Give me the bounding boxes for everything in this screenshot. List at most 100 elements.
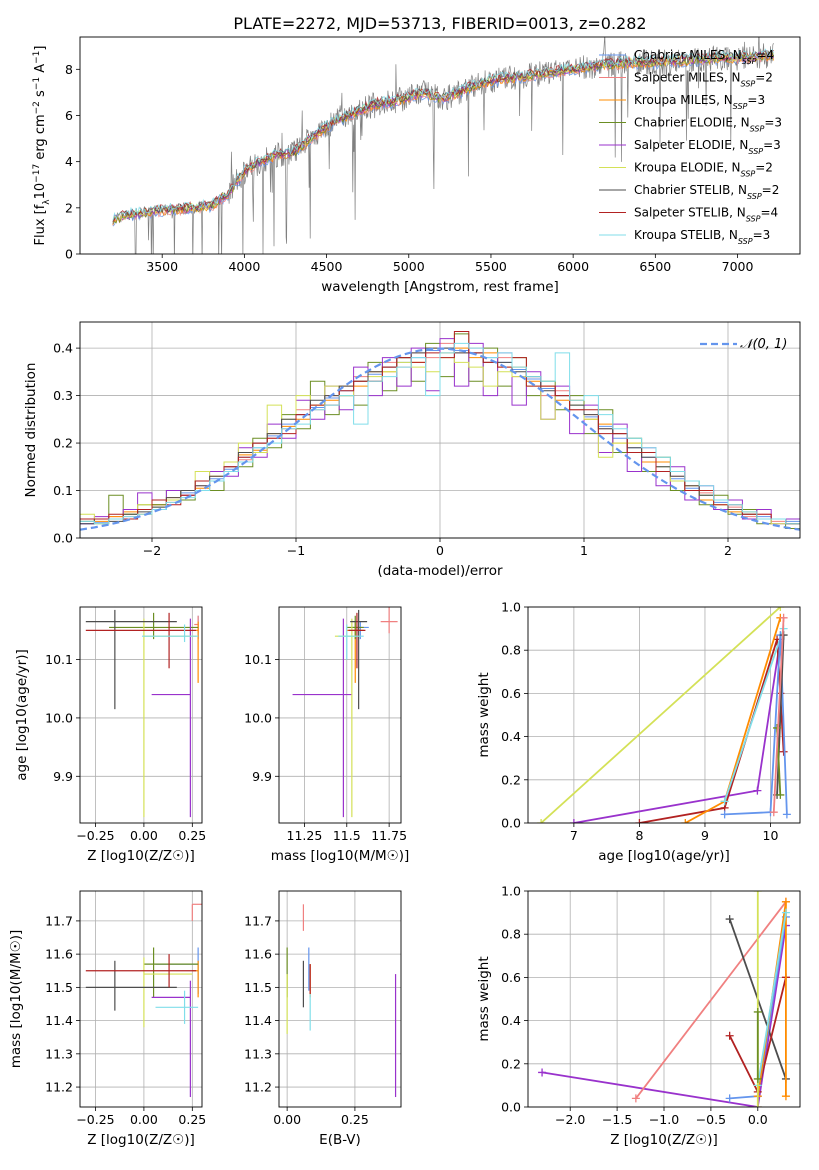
legend-ssp: SSP bbox=[741, 79, 756, 88]
weight-marker bbox=[753, 1103, 762, 1107]
age-vs-mass-xlabel: mass [log10(M/M☉)] bbox=[271, 848, 410, 864]
weight-marker bbox=[776, 607, 785, 611]
massweight-vs-z-frame bbox=[527, 890, 801, 1108]
ylabel-part: −1 bbox=[32, 77, 42, 90]
legend-nssp: 3 bbox=[774, 116, 782, 130]
y-tick-label: 0.6 bbox=[501, 686, 521, 701]
y-tick-label: 0.4 bbox=[501, 729, 521, 744]
y-tick-label: 11.2 bbox=[244, 1080, 272, 1095]
age-vs-z-xlabel: Z [log10(Z/Z☉)] bbox=[87, 848, 195, 864]
y-tick-label: 0.2 bbox=[501, 1056, 521, 1071]
x-tick-label: 6000 bbox=[557, 259, 589, 274]
x-tick-label: 0.00 bbox=[130, 828, 158, 843]
weight-marker bbox=[753, 786, 762, 795]
legend-n: , N bbox=[724, 71, 741, 85]
legend-ssp: SSP bbox=[748, 147, 763, 156]
age-vs-z-plot bbox=[85, 609, 199, 818]
weight-marker bbox=[781, 1092, 790, 1101]
x-tick-label: 2 bbox=[724, 543, 732, 558]
legend-nssp: 4 bbox=[771, 206, 779, 220]
ylabel-part: erg cm bbox=[33, 114, 48, 163]
residuals-xlabel: (data-model)/error bbox=[377, 563, 503, 579]
legend-eq: = bbox=[762, 183, 772, 197]
y-tick-label: 0.8 bbox=[501, 927, 521, 942]
y-tick-label: 6 bbox=[65, 108, 73, 123]
y-tick-label: 0.0 bbox=[501, 1100, 521, 1115]
spectrum-frame bbox=[79, 36, 801, 255]
figure-title: PLATE=2272, MJD=53713, FIBERID=0013, z=0… bbox=[233, 14, 646, 33]
ylabel-part: ] bbox=[33, 46, 48, 51]
residuals-plot bbox=[80, 331, 800, 538]
x-tick-label: −0.5 bbox=[696, 1112, 726, 1127]
ylabel-part: Flux [f bbox=[33, 204, 48, 245]
weight-line-salpeter-elodie bbox=[541, 925, 787, 1107]
legend-n: , N bbox=[721, 228, 738, 242]
mass-vs-ebv-xlabel: E(B-V) bbox=[319, 1132, 361, 1148]
ylabel-part: −17 bbox=[32, 164, 42, 183]
legend-eq: = bbox=[764, 116, 774, 130]
legend-n: , N bbox=[733, 116, 750, 130]
legend-eq: = bbox=[755, 161, 765, 175]
massweight-vs-age-frame bbox=[527, 606, 801, 824]
y-tick-label: 11.7 bbox=[244, 913, 272, 928]
legend-ssp: SSP bbox=[750, 124, 765, 133]
legend-nssp: 3 bbox=[763, 228, 771, 242]
y-tick-label: 0.3 bbox=[53, 388, 73, 403]
x-tick-label: 4000 bbox=[228, 259, 260, 274]
y-tick-label: 9.9 bbox=[252, 769, 272, 784]
legend-model: Salpeter STELIB bbox=[634, 206, 729, 220]
y-tick-label: 1.0 bbox=[501, 884, 521, 899]
weight-marker bbox=[769, 808, 778, 817]
legend-label: Salpeter MILES, NSSP=2 bbox=[634, 71, 773, 89]
legend-label: Chabrier ELODIE, NSSP=3 bbox=[634, 116, 782, 134]
spectrum-plot bbox=[112, 37, 775, 254]
x-tick-label: 0 bbox=[436, 543, 444, 558]
legend-model: Kroupa STELIB bbox=[634, 228, 721, 242]
spectrum-ylabel: Flux [fλ10−17 erg cm−2 s−1 A−1] bbox=[32, 46, 52, 246]
age-vs-z-frame bbox=[79, 606, 203, 824]
x-tick-label: 0.00 bbox=[273, 1112, 301, 1127]
weight-line-salpeter-stelib bbox=[639, 639, 785, 823]
legend-label: Kroupa STELIB, NSSP=3 bbox=[634, 228, 770, 246]
age-vs-mass-plot bbox=[292, 607, 398, 818]
weight-marker bbox=[537, 819, 546, 823]
legend-ssp: SSP bbox=[742, 57, 757, 66]
x-tick-label: −1.0 bbox=[649, 1112, 679, 1127]
weight-line-chabrier-miles bbox=[724, 635, 788, 816]
massweight-vs-z-plot bbox=[538, 891, 790, 1107]
weight-marker bbox=[720, 810, 729, 819]
legend-normal-label: 𝒩(0, 1) bbox=[740, 337, 787, 352]
massweight-vs-age-axes: 7 8 9 10 0.0 0.2 0.4 0.6 0.8 1.0 bbox=[501, 600, 800, 843]
normal-curve bbox=[80, 347, 800, 531]
weight-marker bbox=[782, 810, 791, 819]
weight-marker bbox=[725, 1031, 734, 1040]
legend-eq: = bbox=[753, 228, 763, 242]
legend-n: , N bbox=[730, 183, 747, 197]
mass-vs-z-xlabel: Z [log10(Z/Z☉)] bbox=[87, 1132, 195, 1148]
y-tick-label: 11.2 bbox=[45, 1080, 73, 1095]
x-tick-label: −0.25 bbox=[76, 828, 114, 843]
y-tick-label: 0 bbox=[65, 247, 73, 262]
weight-line-kroupa-stelib bbox=[723, 628, 785, 802]
legend-n: , N bbox=[732, 138, 749, 152]
weight-marker bbox=[720, 797, 729, 806]
model-line-kroupa-elodie bbox=[112, 51, 775, 223]
weight-line-salpeter-miles bbox=[635, 901, 787, 1099]
x-tick-label: 11.75 bbox=[371, 828, 407, 843]
weight-marker bbox=[631, 1094, 640, 1103]
x-tick-label: 1 bbox=[580, 543, 588, 558]
legend-label: Chabrier MILES, NSSP=4 bbox=[634, 48, 774, 66]
y-tick-label: 8 bbox=[65, 62, 73, 77]
y-tick-label: 0.4 bbox=[501, 1013, 521, 1028]
x-tick-label: 11.5 bbox=[333, 828, 361, 843]
y-tick-label: 0.2 bbox=[53, 436, 73, 451]
legend-model: Kroupa ELODIE bbox=[634, 161, 724, 175]
weight-marker bbox=[753, 891, 762, 895]
mass-vs-ebv-frame bbox=[278, 890, 402, 1108]
model-line-salpeter-stelib bbox=[112, 49, 774, 222]
y-tick-label: 10.0 bbox=[45, 710, 73, 725]
massweight-vs-z-xlabel: Z [log10(Z/Z☉)] bbox=[610, 1132, 718, 1148]
weight-marker bbox=[753, 1074, 762, 1083]
legend-ssp: SSP bbox=[746, 214, 761, 223]
